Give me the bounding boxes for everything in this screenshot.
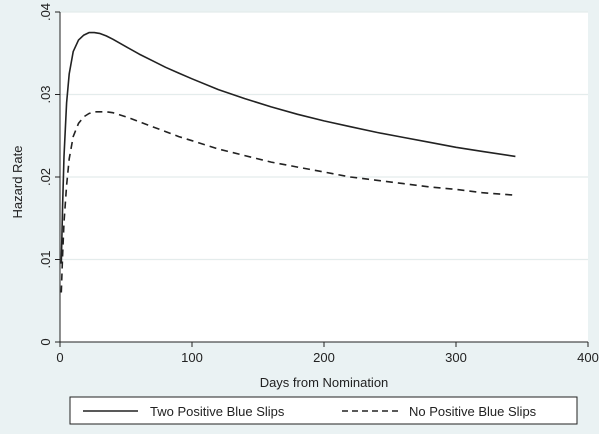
series-lines (60, 31, 516, 293)
series-line-no-positive-blue-slips (60, 111, 516, 293)
y-axis-title: Hazard Rate (10, 146, 25, 219)
x-tick-label-4: 400 (577, 350, 599, 365)
grid-lines (60, 11, 588, 261)
y-tick-label-3: .03 (38, 85, 53, 103)
y-tick-label-1: .01 (38, 250, 53, 268)
legend-label-no-positive: No Positive Blue Slips (409, 404, 537, 419)
x-tick-label-0: 0 (56, 350, 63, 365)
x-tick-label-2: 200 (313, 350, 335, 365)
series-line-two-positive-blue-slips (60, 31, 516, 264)
axes: 0 .01 .02 .03 .04 0 100 200 300 400 (38, 3, 599, 365)
x-tick-label-1: 100 (181, 350, 203, 365)
y-tick-label-2: .02 (38, 168, 53, 186)
x-axis-title: Days from Nomination (260, 375, 389, 390)
legend-box (69, 396, 578, 425)
x-tick-label-3: 300 (445, 350, 467, 365)
legend-label-two-positive: Two Positive Blue Slips (150, 404, 285, 419)
y-tick-label-0: 0 (38, 338, 53, 345)
legend: Two Positive Blue Slips No Positive Blue… (69, 396, 578, 425)
y-tick-label-4: .04 (38, 3, 53, 21)
